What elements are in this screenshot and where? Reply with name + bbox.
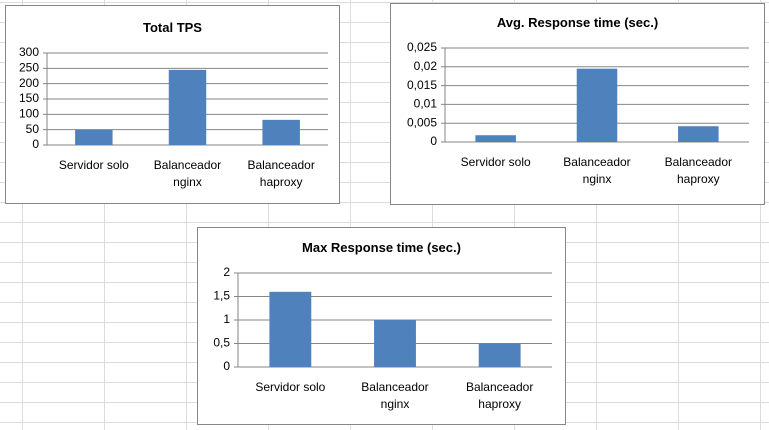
chart-title: Total TPS (143, 20, 202, 35)
x-tick-label: Servidor solo (255, 380, 326, 394)
y-tick-label: 0 (223, 359, 230, 373)
bar (374, 320, 416, 367)
bar (75, 129, 113, 145)
y-tick-label: 50 (26, 122, 40, 136)
y-tick-label: 1,5 (213, 289, 230, 303)
x-tick-label: Servidor solo (58, 158, 129, 172)
chart: Avg. Response time (sec.) 0 0,005 0,01 0,015… (390, 3, 765, 205)
y-tick-label: 0,025 (407, 40, 437, 54)
y-tick-label: 250 (19, 61, 39, 75)
y-tick-label: 200 (19, 76, 39, 90)
chart-title: Max Response time (sec.) (302, 240, 461, 255)
bar (678, 126, 719, 142)
bar (262, 119, 300, 145)
plot: 0 0,5 1 1,5 2 (213, 265, 552, 373)
y-tick-label: 2 (223, 265, 230, 279)
x-tick-label: Balanceador haproxy (664, 155, 733, 186)
bar (168, 69, 207, 145)
chart: Max Response time (sec.) 0 0,5 1 1,5 2 Servido… (197, 227, 566, 425)
x-tick-label: Balanceador nginx (153, 158, 222, 189)
y-tick-label: 0 (32, 137, 39, 151)
y-tick-label: 0,015 (407, 78, 437, 92)
y-tick-label: 300 (19, 45, 39, 59)
bar (576, 68, 618, 142)
bar (475, 135, 516, 142)
y-tick-label: 0,5 (213, 336, 230, 350)
y-tick-label: 0 (430, 134, 437, 148)
x-tick-label: Balanceador haproxy (465, 380, 534, 411)
y-tick-label: 150 (19, 91, 39, 105)
y-tick-label: 100 (19, 107, 39, 121)
chart-title: Avg. Response time (sec.) (496, 15, 659, 30)
x-tick-label: Servidor solo (460, 155, 531, 169)
x-tick-label: Balanceador nginx (563, 155, 631, 186)
bar (478, 343, 521, 367)
y-tick-label: 0,02 (414, 59, 438, 73)
y-tick-label: 0,01 (414, 97, 438, 111)
x-tick-label: Balanceador nginx (361, 380, 429, 411)
plot: 0 0,005 0,01 0,015 0,02 0,025 (407, 40, 749, 148)
bar (269, 291, 312, 367)
y-tick-label: 0,005 (407, 115, 437, 129)
x-tick-label: Balanceador haproxy (247, 158, 315, 189)
y-tick-label: 1 (223, 312, 230, 326)
chart: Total TPS 0 50 100 150 200 250 300 Servidor solo… (5, 5, 340, 204)
